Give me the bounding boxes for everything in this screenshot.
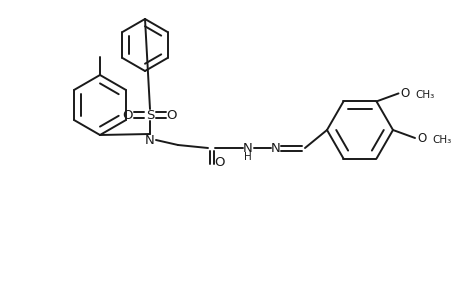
Text: O: O bbox=[166, 109, 177, 122]
Text: N: N bbox=[145, 134, 155, 146]
Text: N: N bbox=[270, 142, 280, 154]
Text: H: H bbox=[244, 152, 252, 162]
Text: O: O bbox=[123, 109, 133, 122]
Text: CH₃: CH₃ bbox=[431, 135, 450, 145]
Text: S: S bbox=[146, 109, 154, 122]
Text: O: O bbox=[214, 155, 225, 169]
Text: O: O bbox=[416, 131, 425, 145]
Text: CH₃: CH₃ bbox=[414, 90, 434, 100]
Text: N: N bbox=[243, 142, 252, 154]
Text: O: O bbox=[400, 87, 409, 100]
